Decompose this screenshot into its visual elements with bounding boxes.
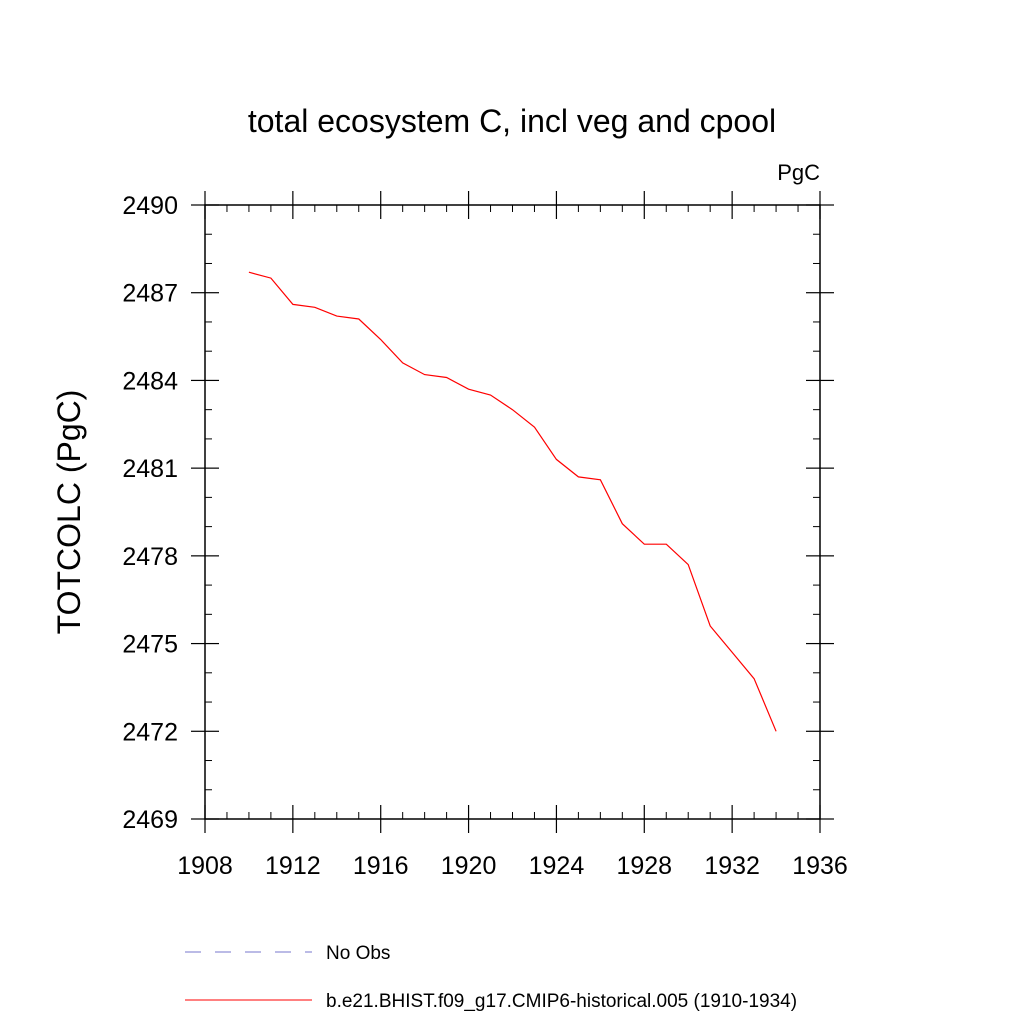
y-tick-label: 2484: [122, 367, 178, 395]
axis-ticks: [191, 191, 834, 833]
axis-tick-labels: 2469 2472 2475 2478 2481 2484 2487 2490 1908 1912…: [122, 192, 847, 880]
legend: No Obs b.e21.BHIST.f09_g17.CMIP6-historic…: [185, 943, 797, 1012]
x-tick-label: 1908: [177, 852, 233, 880]
x-tick-label: 1916: [353, 852, 409, 880]
legend-label: b.e21.BHIST.f09_g17.CMIP6-historical.005…: [326, 991, 797, 1012]
y-tick-label: 2490: [122, 192, 178, 220]
x-tick-label: 1920: [441, 852, 497, 880]
x-tick-label: 1924: [529, 852, 585, 880]
y-tick-label: 2472: [122, 718, 178, 746]
y-tick-label: 2475: [122, 631, 178, 659]
y-tick-label: 2487: [122, 280, 178, 308]
x-tick-label: 1932: [704, 852, 760, 880]
series-line: [248, 271, 777, 732]
x-tick-label: 1928: [616, 852, 672, 880]
units-label: PgC: [777, 160, 820, 185]
y-tick-label: 2481: [122, 455, 178, 483]
y-axis-label: TOTCOLC (PgC): [51, 390, 87, 635]
legend-label: No Obs: [326, 943, 390, 964]
chart-title: total ecosystem C, incl veg and cpool: [248, 103, 776, 139]
plot-frame: [204, 204, 821, 820]
x-tick-label: 1912: [265, 852, 321, 880]
y-tick-label: 2469: [122, 806, 178, 834]
series-layer: [248, 271, 777, 732]
x-tick-label: 1936: [792, 852, 848, 880]
y-tick-label: 2478: [122, 543, 178, 571]
